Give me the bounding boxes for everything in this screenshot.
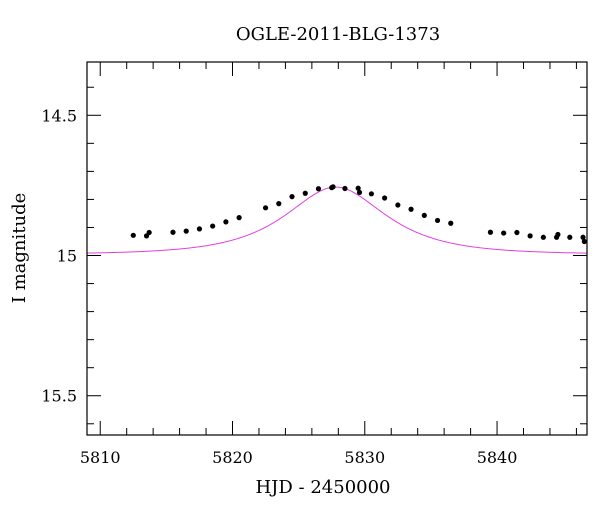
data-point — [170, 229, 176, 235]
plot-frame — [86, 61, 588, 436]
data-point — [223, 219, 229, 225]
data-point — [356, 189, 363, 196]
x-tick-label: 5830 — [344, 448, 385, 467]
data-point — [130, 232, 136, 238]
data-point — [210, 223, 216, 229]
data-point — [196, 226, 203, 232]
data-point — [567, 234, 573, 240]
data-point — [434, 217, 441, 224]
data-point — [146, 229, 152, 236]
y-tick-label: 14.5 — [41, 106, 77, 125]
data-point — [421, 212, 427, 219]
data-point — [342, 185, 348, 192]
data-point — [368, 191, 374, 197]
data-point — [262, 205, 269, 211]
data-point — [448, 220, 454, 226]
y-tick-label: 15.5 — [41, 387, 77, 406]
x-tick-label: 5840 — [477, 448, 518, 467]
data-point — [355, 185, 361, 191]
data-point — [580, 234, 586, 240]
data-point — [581, 238, 587, 245]
data-point — [514, 229, 520, 236]
axes-layer: 5810 5820 5830 5840 14.5 15 15.5 — [41, 61, 588, 467]
x-tick-label: 5820 — [212, 448, 253, 467]
data-point — [527, 233, 533, 239]
chart-title: OGLE-2011-BLG-1373 — [236, 24, 440, 45]
data-point — [315, 186, 322, 192]
data-point — [408, 206, 414, 212]
data-points-layer — [130, 184, 587, 245]
data-point — [487, 229, 494, 235]
data-point — [395, 202, 401, 208]
x-axis-label: HJD - 2450000 — [255, 477, 390, 498]
data-point — [555, 231, 561, 238]
data-point — [540, 234, 546, 240]
data-point — [276, 201, 282, 207]
data-point — [236, 215, 242, 221]
x-tick-label: 5810 — [80, 448, 121, 467]
model-curve — [86, 186, 588, 254]
model-layer — [86, 186, 588, 254]
y-axis-label: I magnitude — [9, 193, 30, 304]
y-tick-label: 15 — [57, 247, 77, 266]
data-point — [289, 194, 295, 200]
data-point — [302, 190, 308, 196]
data-point — [382, 195, 388, 201]
data-point — [330, 184, 336, 190]
data-point — [183, 228, 189, 234]
data-point — [501, 230, 507, 236]
